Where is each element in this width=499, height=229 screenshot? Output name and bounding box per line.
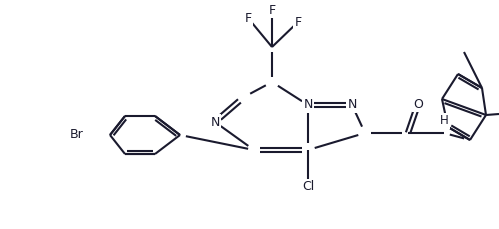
Text: N: N xyxy=(210,115,220,128)
Text: N: N xyxy=(303,98,313,112)
Text: F: F xyxy=(294,16,301,28)
Text: O: O xyxy=(413,98,423,111)
Text: N: N xyxy=(347,98,357,112)
Text: H: H xyxy=(440,114,449,128)
Text: Cl: Cl xyxy=(302,180,314,194)
Text: F: F xyxy=(245,11,251,25)
Text: Br: Br xyxy=(70,128,84,142)
Text: F: F xyxy=(268,3,275,16)
